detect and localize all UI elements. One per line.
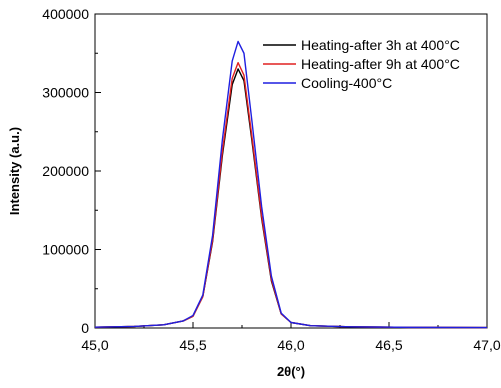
y-tick-label: 0 xyxy=(81,320,89,336)
legend-label-1: Heating-after 3h at 400°C xyxy=(301,37,460,53)
series-line-2 xyxy=(94,61,488,329)
y-tick-label: 300000 xyxy=(42,85,89,101)
x-axis: 45,0 45,5 46,0 46,5 47,0 xyxy=(81,322,501,353)
series-line-1 xyxy=(94,68,488,329)
x-axis-title: 2θ(°) xyxy=(277,364,305,379)
legend: Heating-after 3h at 400°C Heating-after 9… xyxy=(263,37,460,91)
x-tick-label: 47,0 xyxy=(473,337,500,353)
x-tick-label: 45,0 xyxy=(81,337,108,353)
y-tick-label: 100000 xyxy=(42,242,89,258)
y-tick-label: 400000 xyxy=(42,6,89,22)
series-lines xyxy=(94,40,488,329)
x-tick-label: 45,5 xyxy=(179,337,206,353)
legend-label-3: Cooling-400°C xyxy=(301,75,392,91)
y-axis: 0 100000 200000 300000 400000 xyxy=(42,6,101,336)
x-tick-label: 46,0 xyxy=(277,337,304,353)
y-tick-label: 200000 xyxy=(42,163,89,179)
x-tick-label: 46,5 xyxy=(375,337,402,353)
legend-label-2: Heating-after 9h at 400°C xyxy=(301,56,460,72)
y-axis-title: Intensity (a.u.) xyxy=(7,127,22,215)
series-line-3 xyxy=(94,40,488,329)
